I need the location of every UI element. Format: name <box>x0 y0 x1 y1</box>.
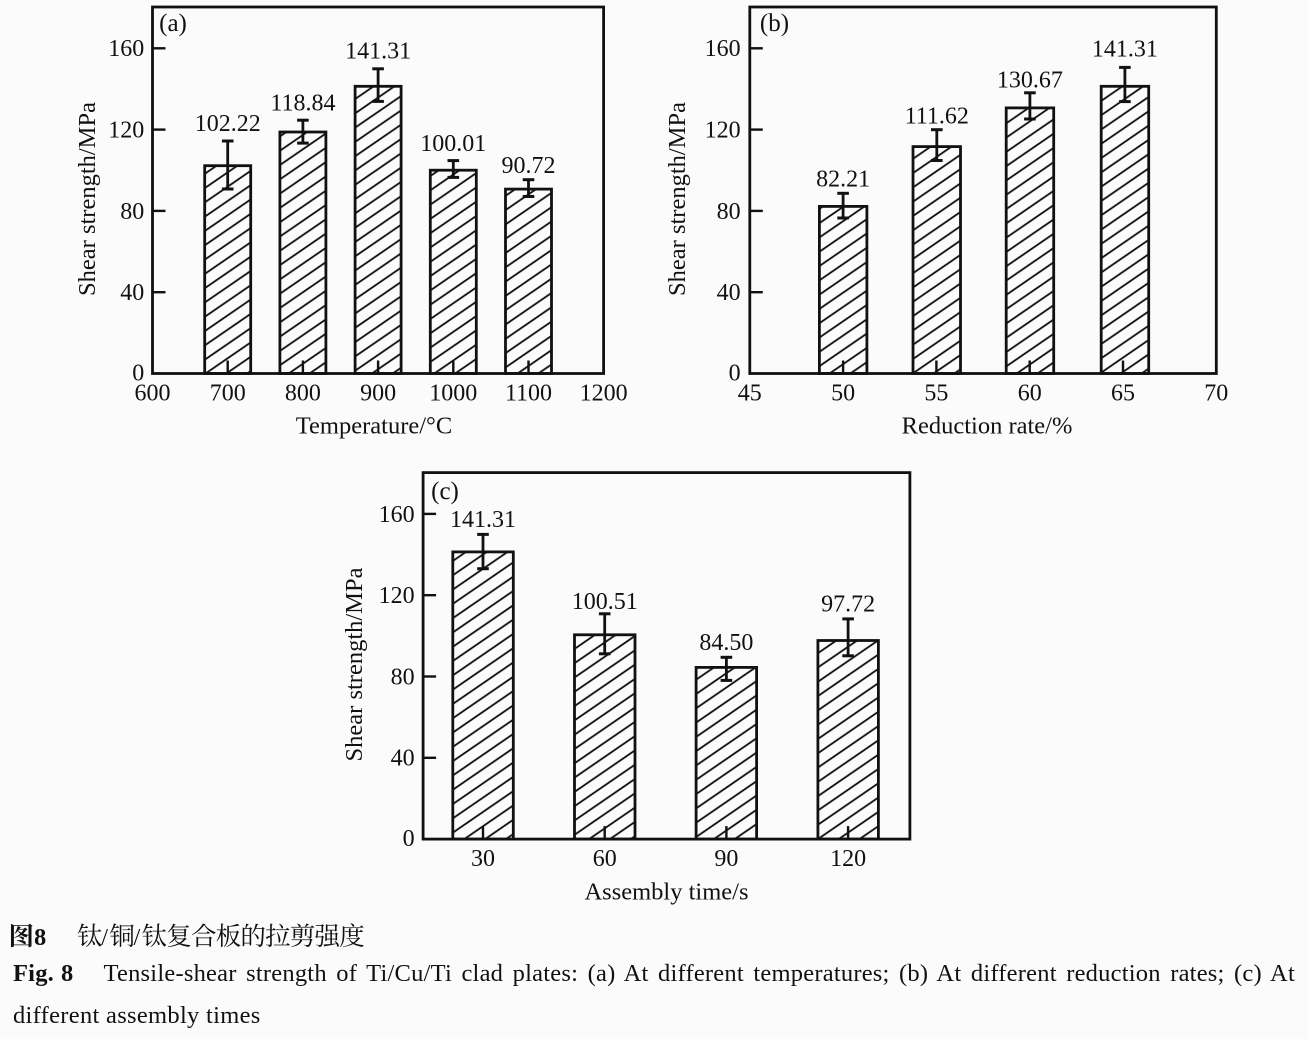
svg-text:141.31: 141.31 <box>1092 36 1158 62</box>
svg-text:80: 80 <box>717 199 741 225</box>
svg-text:1100: 1100 <box>505 381 552 407</box>
svg-text:82.21: 82.21 <box>816 166 870 192</box>
svg-text:1200: 1200 <box>580 381 628 407</box>
svg-text:40: 40 <box>391 746 415 772</box>
svg-text:40: 40 <box>120 280 144 306</box>
svg-text:141.31: 141.31 <box>345 38 411 64</box>
svg-text:(a): (a) <box>159 10 187 37</box>
svg-text:/: / <box>134 924 141 951</box>
svg-text:60: 60 <box>593 846 617 872</box>
svg-text:50: 50 <box>831 381 855 407</box>
svg-text:Shear strength/MPa: Shear strength/MPa <box>341 567 368 761</box>
svg-text:60: 60 <box>1018 381 1042 407</box>
svg-text:130.67: 130.67 <box>997 67 1063 93</box>
svg-text:Shear strength/MPa: Shear strength/MPa <box>74 102 101 296</box>
svg-text:Reduction rate/%: Reduction rate/% <box>902 413 1073 440</box>
svg-text:160: 160 <box>705 36 741 62</box>
svg-text:(b): (b) <box>760 10 789 37</box>
svg-text:120: 120 <box>379 583 415 609</box>
svg-text:102.22: 102.22 <box>195 111 261 137</box>
svg-text:8: 8 <box>34 924 46 951</box>
svg-text:Temperature/°C: Temperature/°C <box>296 413 452 440</box>
svg-text:40: 40 <box>717 280 741 306</box>
svg-text:90.72: 90.72 <box>502 153 556 179</box>
svg-text:70: 70 <box>1204 381 1228 407</box>
svg-text:160: 160 <box>379 502 415 528</box>
svg-text:90: 90 <box>714 846 738 872</box>
svg-text:Shear strength/MPa: Shear strength/MPa <box>664 102 691 296</box>
svg-text:80: 80 <box>391 664 415 690</box>
svg-text:800: 800 <box>285 381 321 407</box>
svg-text:700: 700 <box>210 381 246 407</box>
svg-text:600: 600 <box>135 381 171 407</box>
svg-text:45: 45 <box>738 381 762 407</box>
svg-text:160: 160 <box>108 36 144 62</box>
svg-text:55: 55 <box>924 381 948 407</box>
svg-text:0: 0 <box>132 361 144 387</box>
svg-text:120: 120 <box>705 118 741 144</box>
svg-text:84.50: 84.50 <box>699 630 753 656</box>
svg-text:141.31: 141.31 <box>450 507 516 533</box>
svg-text:120: 120 <box>830 846 866 872</box>
svg-text:900: 900 <box>360 381 396 407</box>
svg-text:30: 30 <box>471 846 495 872</box>
svg-text:111.62: 111.62 <box>905 104 969 130</box>
svg-text:100.51: 100.51 <box>572 589 638 615</box>
svg-text:120: 120 <box>108 118 144 144</box>
svg-text:/: / <box>101 924 108 951</box>
svg-text:100.01: 100.01 <box>420 131 486 157</box>
svg-text:65: 65 <box>1111 381 1135 407</box>
svg-text:Assembly time/s: Assembly time/s <box>584 879 748 906</box>
svg-text:0: 0 <box>729 361 741 387</box>
svg-text:1000: 1000 <box>429 381 477 407</box>
svg-text:80: 80 <box>120 199 144 225</box>
svg-text:(c): (c) <box>431 478 459 505</box>
svg-text:118.84: 118.84 <box>270 91 335 117</box>
svg-text:97.72: 97.72 <box>821 592 875 618</box>
svg-text:0: 0 <box>403 826 415 852</box>
